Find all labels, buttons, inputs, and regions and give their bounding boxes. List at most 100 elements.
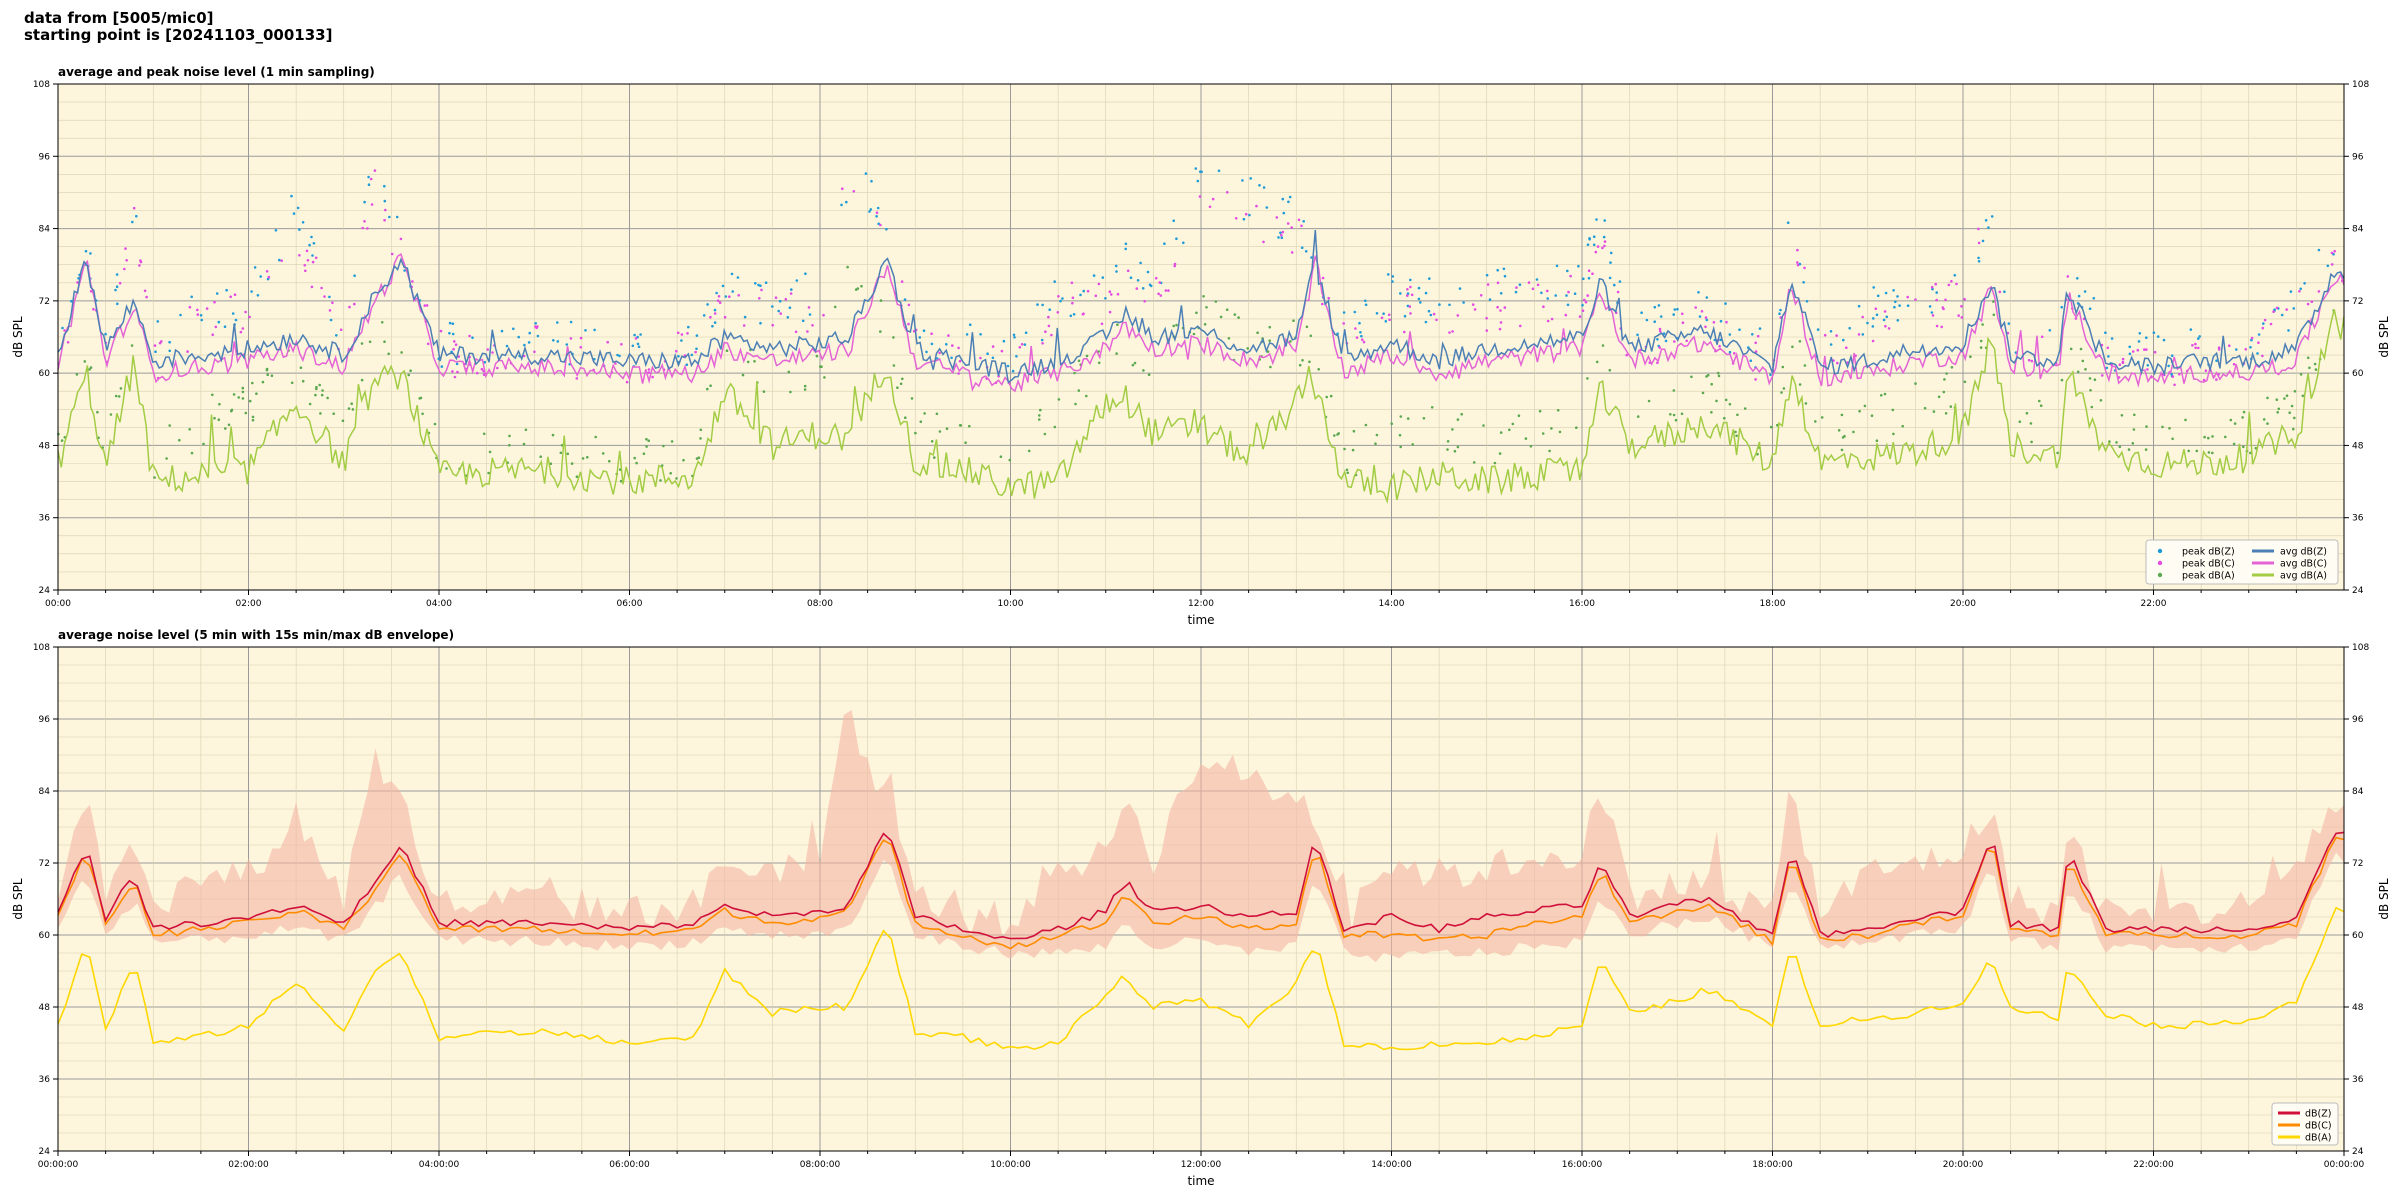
peak-z-point bbox=[1953, 274, 1957, 277]
peak-z-point bbox=[2138, 332, 2142, 335]
peak-z-point bbox=[2317, 248, 2321, 252]
peak-z-point bbox=[1802, 281, 1805, 284]
peak-a-point bbox=[218, 402, 221, 406]
peak-a-point bbox=[301, 379, 305, 383]
peak-c-point bbox=[2263, 318, 2267, 322]
peak-z-point bbox=[2197, 337, 2200, 340]
peak-z-point bbox=[1848, 326, 1851, 330]
peak-c-point bbox=[118, 281, 122, 285]
peak-a-point bbox=[487, 471, 490, 475]
peak-z-point bbox=[2273, 308, 2276, 312]
peak-c-point bbox=[1354, 327, 1357, 330]
y-tick-label-right: 108 bbox=[2352, 80, 2369, 90]
peak-z-point bbox=[639, 333, 642, 336]
x-axis-label: time bbox=[1187, 613, 1214, 627]
peak-c-point bbox=[76, 281, 79, 284]
peak-z-point bbox=[711, 324, 714, 328]
peak-c-point bbox=[2121, 360, 2125, 364]
peak-c-point bbox=[63, 329, 66, 332]
peak-a-point bbox=[1398, 433, 1402, 437]
peak-c-point bbox=[1625, 353, 1628, 357]
peak-z-point bbox=[1656, 338, 1659, 341]
peak-z-point bbox=[2262, 322, 2265, 325]
peak-a-point bbox=[964, 441, 967, 445]
peak-z-point bbox=[1281, 197, 1285, 201]
peak-z-point bbox=[190, 295, 193, 299]
peak-a-point bbox=[1548, 449, 1551, 453]
peak-a-point bbox=[1858, 409, 1861, 413]
peak-c-point bbox=[158, 341, 162, 345]
peak-z-point bbox=[1059, 299, 1062, 303]
peak-a-point bbox=[2039, 404, 2043, 408]
peak-z-point bbox=[116, 302, 119, 306]
peak-a-point bbox=[2314, 368, 2318, 371]
peak-c-point bbox=[2191, 344, 2194, 347]
peak-c-point bbox=[951, 344, 954, 347]
peak-c-point bbox=[1406, 288, 1409, 291]
peak-a-point bbox=[938, 430, 942, 433]
peak-z-point bbox=[1427, 309, 1431, 313]
peak-a-point bbox=[1963, 380, 1967, 384]
peak-z-point bbox=[1458, 287, 1462, 290]
peak-a-point bbox=[2144, 448, 2148, 451]
peak-a-point bbox=[2025, 411, 2029, 415]
peak-z-point bbox=[1288, 195, 1292, 199]
peak-c-point bbox=[907, 322, 910, 326]
peak-a-point bbox=[524, 428, 528, 432]
peak-z-point bbox=[1698, 315, 1702, 318]
peak-z-point bbox=[1747, 346, 1750, 349]
peak-z-point bbox=[1893, 305, 1896, 309]
peak-a-point bbox=[1298, 363, 1302, 367]
peak-a-point bbox=[1043, 432, 1047, 436]
peak-z-point bbox=[1417, 286, 1421, 290]
peak-c-point bbox=[452, 347, 455, 351]
peak-c-point bbox=[2310, 300, 2314, 304]
peak-a-point bbox=[1776, 423, 1779, 427]
peak-a-point bbox=[1723, 416, 1726, 420]
peak-c-point bbox=[303, 264, 307, 267]
peak-a-point bbox=[1863, 404, 1867, 408]
peak-a-point bbox=[1456, 445, 1460, 449]
peak-a-point bbox=[1736, 413, 1739, 417]
peak-a-point bbox=[1172, 324, 1175, 328]
peak-z-point bbox=[1977, 256, 1980, 260]
peak-c-point bbox=[1700, 310, 1704, 313]
peak-a-point bbox=[114, 394, 118, 398]
peak-z-point bbox=[1728, 333, 1732, 336]
peak-z-point bbox=[1448, 303, 1451, 307]
peak-z-point bbox=[1036, 303, 1039, 306]
peak-a-point bbox=[2233, 422, 2237, 425]
peak-a-point bbox=[1202, 295, 1205, 298]
peak-a-point bbox=[421, 412, 424, 416]
peak-a-point bbox=[2293, 390, 2297, 393]
peak-z-point bbox=[168, 349, 171, 353]
peak-a-point bbox=[2207, 436, 2210, 440]
peak-c-point bbox=[2202, 378, 2206, 382]
peak-z-point bbox=[1336, 332, 1339, 336]
peak-z-point bbox=[1566, 303, 1570, 307]
peak-a-point bbox=[2262, 418, 2266, 421]
peak-a-point bbox=[1541, 432, 1545, 435]
peak-c-point bbox=[1406, 294, 1409, 297]
peak-c-point bbox=[411, 280, 414, 283]
peak-c-point bbox=[2333, 249, 2336, 253]
peak-c-point bbox=[138, 264, 141, 267]
peak-a-point bbox=[1780, 391, 1783, 394]
peak-a-point bbox=[2030, 440, 2033, 444]
peak-z-point bbox=[1364, 303, 1368, 307]
peak-z-point bbox=[618, 354, 621, 358]
peak-c-point bbox=[1594, 250, 1598, 254]
peak-c-point bbox=[1914, 298, 1917, 301]
peak-z-point bbox=[1429, 313, 1433, 317]
peak-a-point bbox=[2308, 366, 2311, 370]
peak-c-point bbox=[1587, 269, 1591, 273]
peak-c-point bbox=[2330, 251, 2334, 255]
peak-z-point bbox=[1041, 303, 1044, 307]
peak-z-point bbox=[1359, 331, 1362, 334]
peak-c-point bbox=[186, 350, 189, 353]
peak-c-point bbox=[789, 292, 793, 295]
legend-label: avg dB(A) bbox=[2280, 571, 2327, 582]
peak-c-point bbox=[1388, 318, 1391, 322]
peak-c-point bbox=[947, 334, 950, 337]
peak-a-point bbox=[803, 384, 807, 388]
